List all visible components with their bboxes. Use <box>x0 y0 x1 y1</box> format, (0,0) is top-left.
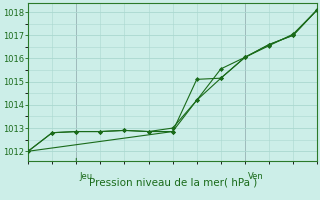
Text: Ven: Ven <box>248 172 263 181</box>
Text: Jeu: Jeu <box>79 172 92 181</box>
X-axis label: Pression niveau de la mer( hPa ): Pression niveau de la mer( hPa ) <box>89 177 257 187</box>
